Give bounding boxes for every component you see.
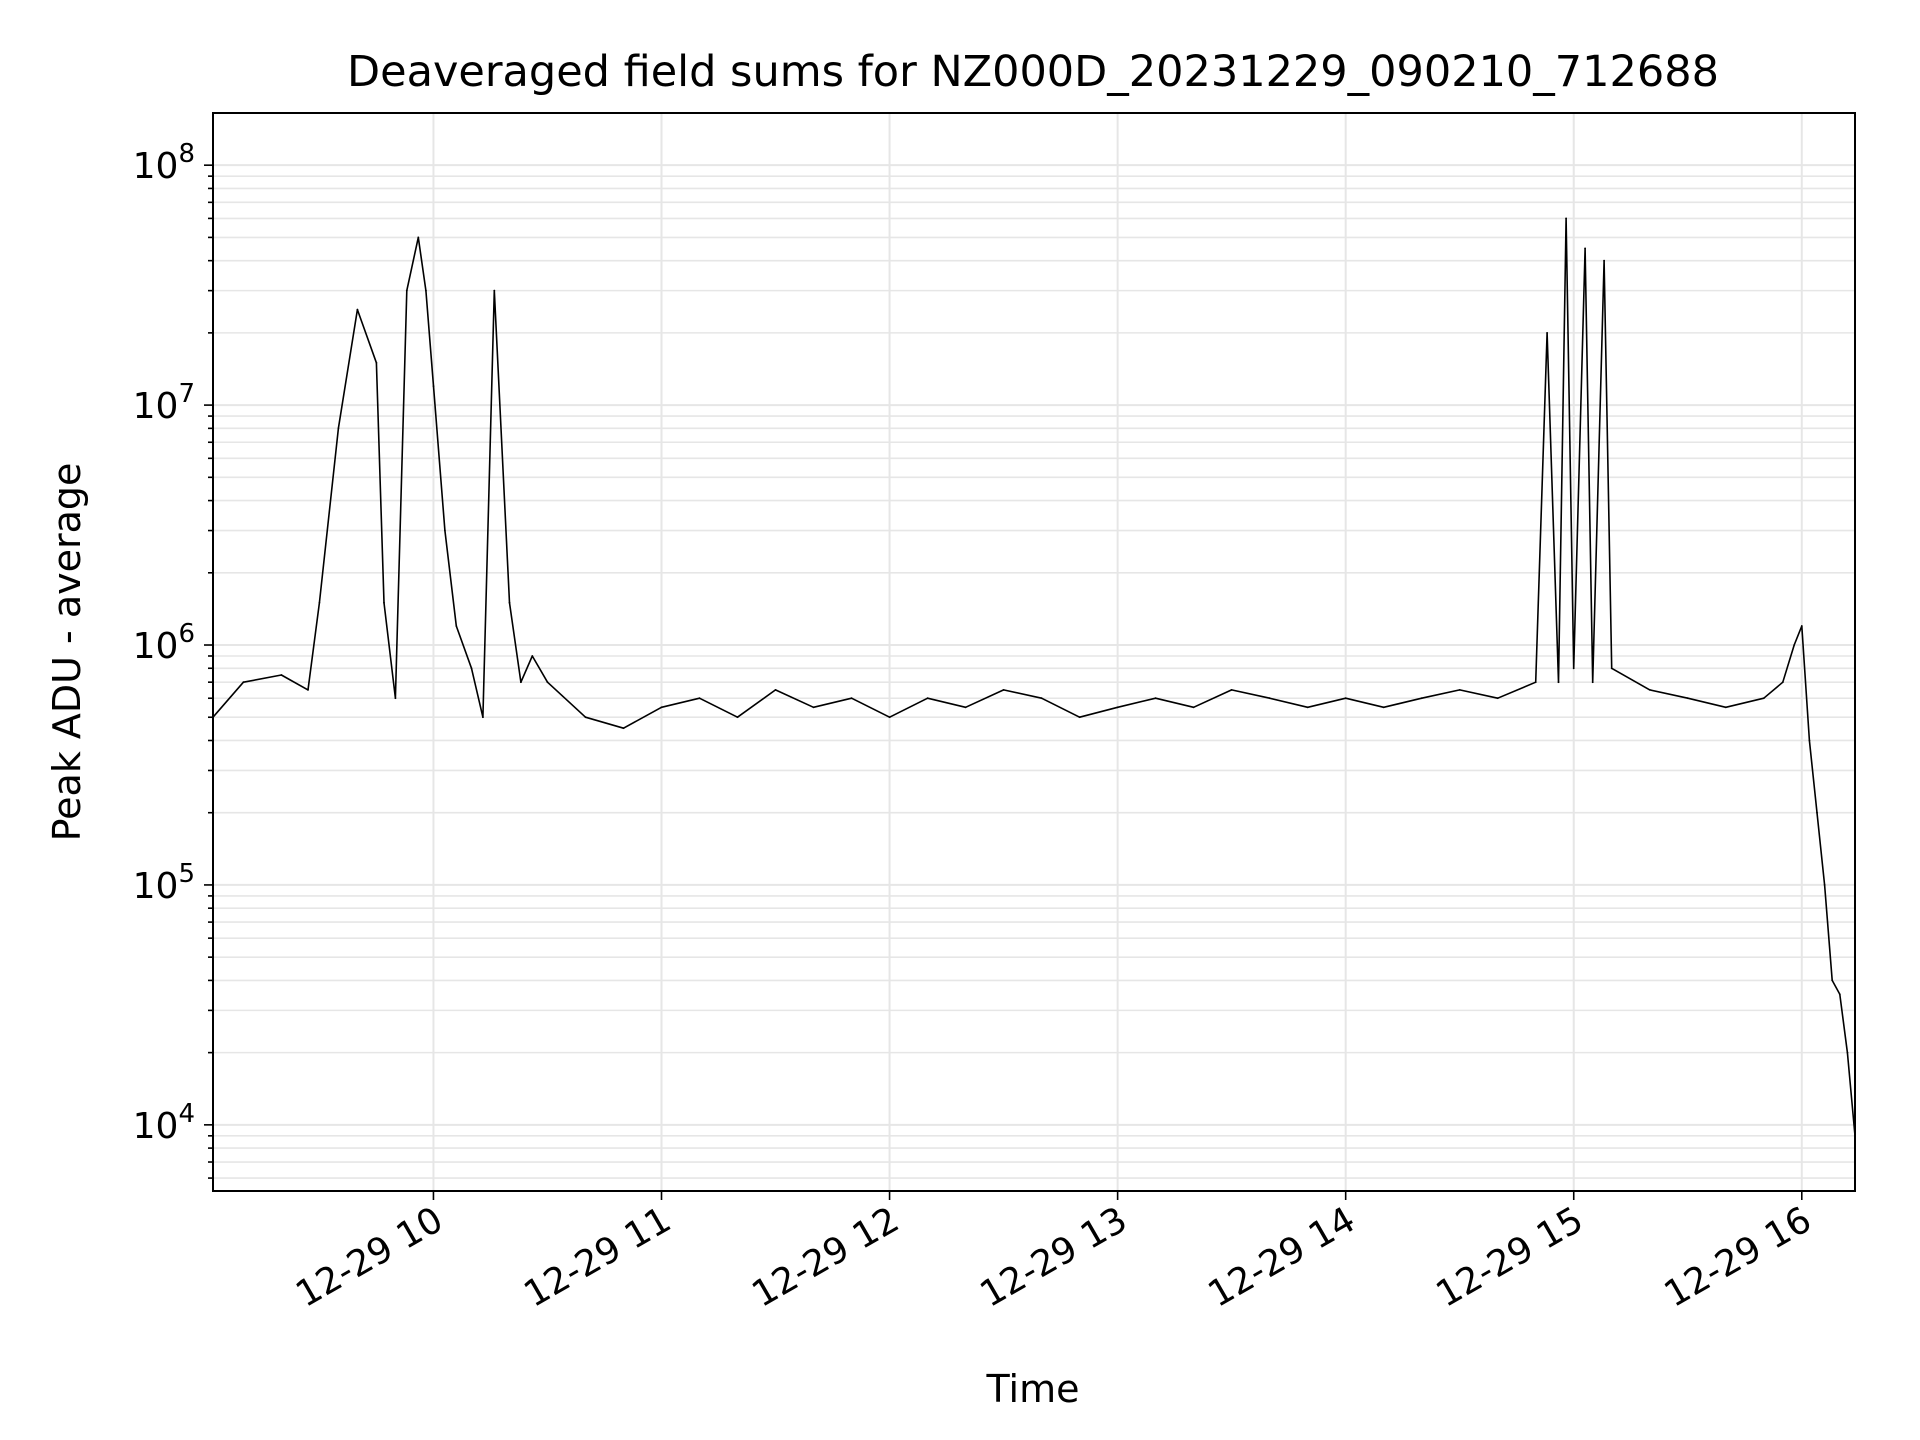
data-point (280, 674, 283, 676)
data-point (318, 601, 321, 604)
data-point (1816, 811, 1818, 814)
data-point (888, 716, 891, 719)
x-tick-label: 12-29 16 (1658, 1199, 1819, 1315)
y-tick-label: 107 (133, 379, 195, 427)
data-point (1557, 681, 1560, 684)
data-point (698, 697, 701, 700)
data-point (444, 529, 446, 532)
data-point (1458, 689, 1461, 691)
data-point (531, 655, 534, 657)
x-tick-label: 12-29 10 (289, 1199, 450, 1315)
data-point (1040, 697, 1043, 700)
data-point (1800, 625, 1803, 627)
data-point (812, 706, 815, 709)
data-point (1154, 697, 1157, 700)
x-axis-label: Time (986, 1367, 1080, 1411)
data-point (1603, 259, 1605, 262)
data-point (1230, 689, 1233, 691)
data-point (546, 681, 549, 684)
data-point (1584, 247, 1586, 250)
data-point (1002, 689, 1005, 691)
data-point (520, 681, 522, 684)
data-point (394, 697, 397, 700)
y-tick-label: 108 (133, 139, 195, 187)
data-point (1572, 667, 1575, 670)
x-tick-label: 12-29 13 (973, 1199, 1134, 1315)
data-point (1648, 689, 1651, 691)
x-tick-label: 12-29 11 (517, 1199, 678, 1315)
data-point (508, 601, 511, 604)
data-point (1268, 697, 1271, 700)
chart-title: Deaveraged field sums for NZ000D_2023122… (347, 47, 1719, 97)
data-point (1686, 697, 1689, 700)
series-line (212, 217, 1856, 1136)
data-point (493, 289, 496, 292)
data-point (375, 361, 378, 364)
data-point (850, 697, 853, 700)
data-point (1565, 217, 1567, 220)
data-point (660, 706, 663, 709)
data-point (470, 667, 473, 670)
data-point (1724, 706, 1727, 709)
data-point (1808, 739, 1811, 742)
data-point (455, 625, 458, 627)
data-point (1591, 681, 1594, 684)
data-point (1496, 697, 1499, 700)
data-point (1762, 697, 1765, 700)
data-point (1192, 706, 1195, 709)
data-point (417, 236, 420, 239)
data-point (383, 601, 385, 604)
data-point (432, 385, 435, 387)
x-tick-label: 12-29 14 (1202, 1199, 1363, 1315)
data-point (1546, 332, 1548, 334)
data-point (1610, 667, 1613, 670)
y-tick-label: 106 (133, 619, 195, 667)
data-point (736, 716, 739, 719)
x-tick-label: 12-29 15 (1430, 1199, 1591, 1315)
data-point (356, 308, 359, 311)
data-point (774, 689, 777, 691)
data-point (405, 289, 408, 292)
y-tick-label: 105 (133, 859, 195, 907)
plot-frame (212, 112, 1856, 1192)
data-point (1781, 681, 1784, 684)
x-tick-label: 12-29 12 (745, 1199, 906, 1315)
data-point (242, 681, 245, 684)
data-point (482, 716, 484, 719)
data-point (1306, 706, 1309, 709)
data-point (1838, 993, 1841, 996)
data-point (1116, 706, 1119, 709)
data-point (1344, 697, 1347, 700)
data-point (926, 697, 929, 700)
series-group (212, 217, 1856, 1137)
y-axis: 104 105 106 107 108 (133, 139, 213, 1179)
data-point (1846, 1051, 1849, 1054)
data-point (1793, 644, 1796, 646)
data-point (307, 689, 309, 691)
data-point (1382, 706, 1385, 709)
data-point (622, 727, 625, 730)
data-point (1420, 697, 1423, 700)
data-point (1534, 681, 1537, 684)
y-axis-label: Peak ADU - average (45, 463, 89, 842)
data-point (337, 427, 340, 430)
data-point (425, 289, 427, 292)
data-point (1823, 884, 1826, 886)
data-point (1831, 979, 1834, 982)
data-point (964, 706, 967, 709)
data-point (1078, 716, 1081, 719)
data-point (584, 716, 587, 719)
y-tick-label: 104 (133, 1099, 195, 1147)
grid (213, 113, 1855, 1191)
x-axis: 12-29 10 12-29 11 12-29 12 12-29 13 12-29 14… (289, 1191, 1818, 1316)
